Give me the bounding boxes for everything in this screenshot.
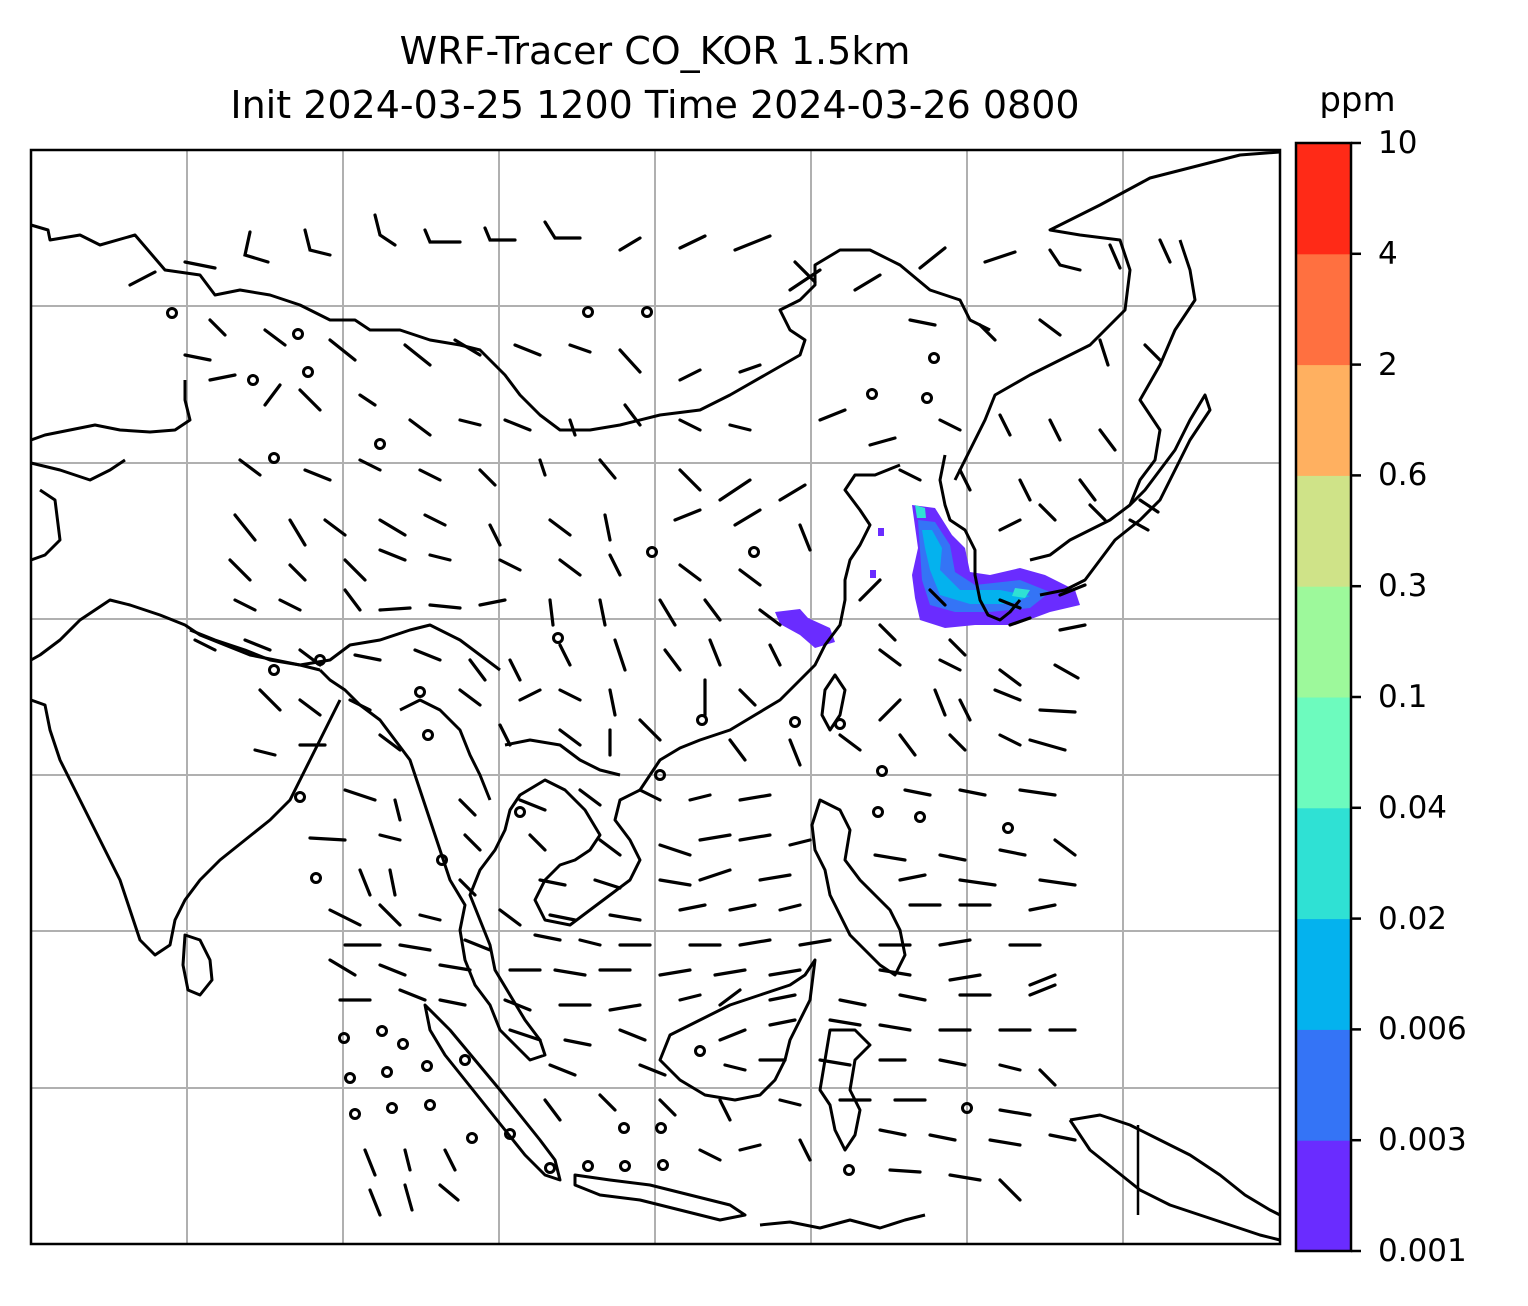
colorbar-tick-label: 0.3	[1378, 568, 1428, 605]
colorbar-tick-label: 0.006	[1378, 1011, 1467, 1048]
colorbar-tick-label: 10	[1378, 125, 1418, 161]
calm-wind-markers	[166, 306, 1014, 1176]
map-frame	[29, 148, 1282, 1246]
colorbar	[1294, 141, 1361, 1253]
colorbar-swatch	[1296, 1029, 1351, 1141]
colorbar-swatch	[1296, 364, 1351, 476]
colorbar-tick-label: 0.6	[1378, 457, 1428, 494]
colorbar-swatch	[1296, 697, 1351, 809]
colorbar-tick-label: 0.02	[1378, 900, 1448, 937]
coastlines	[30, 150, 1281, 1242]
plot-title-line-1: WRF-Tracer CO_KOR 1.5km	[399, 29, 911, 73]
colorbar-tick-label: 2	[1378, 346, 1398, 383]
colorbar-swatch	[1296, 807, 1351, 920]
colorbar-tick-label: 0.04	[1378, 789, 1448, 826]
colorbar-tick-label: 0.003	[1378, 1122, 1467, 1159]
colorbar-swatch	[1296, 1140, 1351, 1252]
colorbar-swatch	[1296, 586, 1351, 698]
map-panel	[29, 148, 1282, 1246]
colorbar-swatch	[1296, 918, 1351, 1030]
co-tracer-plume	[775, 505, 1080, 648]
plot-title-line-2: Init 2024-03-25 1200 Time 2024-03-26 080…	[230, 83, 1080, 127]
colorbar-swatch	[1296, 143, 1351, 255]
colorbar-tick-label: 0.001	[1378, 1233, 1467, 1269]
colorbar-swatch	[1296, 253, 1351, 366]
colorbar-swatches	[1296, 143, 1351, 1252]
colorbar-tick-label: 4	[1378, 235, 1398, 272]
wind-barbs	[128, 213, 1172, 1217]
colorbar-swatch	[1296, 475, 1351, 587]
graticule	[31, 150, 1280, 1244]
colorbar-tick-label: 0.1	[1378, 679, 1428, 715]
colorbar-ticks	[1351, 141, 1361, 1253]
colorbar-units-label: ppm	[1319, 80, 1396, 120]
